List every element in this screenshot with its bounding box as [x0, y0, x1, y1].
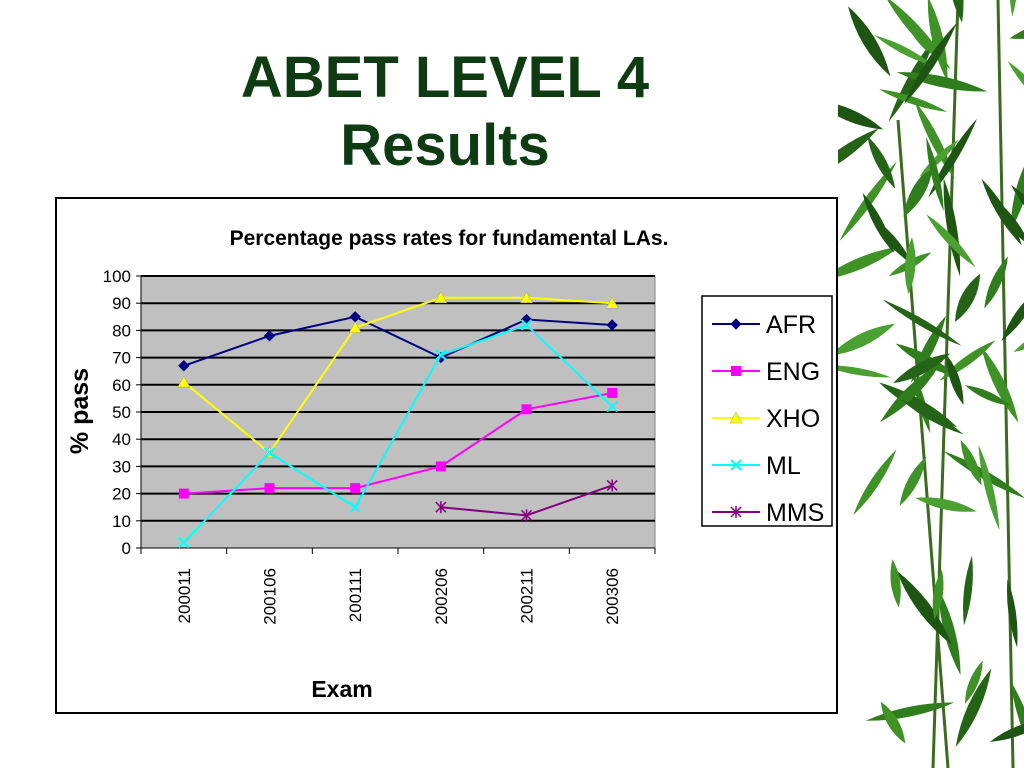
- y-tick-label: 100: [103, 267, 131, 286]
- legend-label: AFR: [766, 311, 816, 339]
- x-tick-label: 200011: [175, 568, 194, 623]
- data-point: [606, 479, 618, 492]
- x-axis-label: Exam: [311, 676, 372, 702]
- slide-title-line-2: Results: [340, 113, 550, 178]
- series-group: [177, 291, 619, 549]
- y-tick-label: 80: [112, 321, 131, 340]
- legend-label: XHO: [766, 405, 820, 433]
- data-point: [178, 536, 190, 549]
- data-point: [263, 447, 276, 459]
- series-line: [183, 323, 613, 544]
- data-point: [177, 375, 191, 388]
- data-point: [348, 321, 362, 333]
- series-afr: [178, 311, 618, 372]
- y-tick-label: 70: [112, 349, 131, 368]
- data-point: [435, 461, 446, 472]
- legend-label: ML: [766, 452, 801, 480]
- series-ml: [178, 319, 618, 549]
- data-point: [349, 501, 361, 513]
- axes: 0 10 20 30 40 50 60 70 80 90 100 200011 200106 200111…: [103, 267, 656, 625]
- slide-title: ABET LEVEL 4 Results: [130, 44, 760, 180]
- data-point: [606, 400, 618, 413]
- series-line: [183, 315, 613, 367]
- x-tick-label: 200211: [518, 568, 537, 623]
- chart-frame: Percentage pass rates for fundamental LA…: [55, 197, 838, 714]
- legend-box: [701, 295, 833, 527]
- y-tick-label: 60: [112, 376, 131, 395]
- line-chart: Percentage pass rates for fundamental LA…: [66, 227, 833, 702]
- x-tick-label: 200111: [346, 568, 365, 622]
- data-point: [520, 319, 533, 331]
- data-point: [607, 387, 618, 398]
- y-tick-label: 50: [112, 403, 131, 422]
- bamboo-leaves-icon: [838, 0, 1024, 768]
- series-line: [183, 296, 613, 455]
- legend-label: ENG: [766, 358, 820, 386]
- x-tick-label: 200206: [432, 568, 451, 625]
- legend-item-afr: AFR: [712, 311, 816, 339]
- data-point: [729, 411, 743, 424]
- gridlines: [141, 275, 655, 522]
- series-mms: [435, 479, 618, 522]
- data-point: [605, 296, 619, 309]
- legend-item-ml: ML: [712, 452, 801, 480]
- legend-label: MMS: [766, 499, 824, 527]
- x-tick-label: 200306: [603, 568, 622, 625]
- data-point: [263, 330, 276, 342]
- data-point: [730, 459, 742, 471]
- series-xho: [177, 291, 619, 459]
- data-point: [435, 349, 447, 361]
- data-point: [178, 488, 189, 499]
- chart-title: Percentage pass rates for fundamental LA…: [230, 227, 669, 250]
- data-point: [521, 404, 532, 415]
- y-tick-label: 40: [112, 430, 131, 449]
- series-eng: [178, 387, 618, 499]
- y-axis-label: % pass: [66, 368, 94, 454]
- y-tick-label: 30: [112, 457, 131, 476]
- data-point: [730, 506, 742, 518]
- y-tick-label: 90: [112, 294, 131, 313]
- y-tick-label: 10: [112, 512, 131, 531]
- data-point: [434, 291, 448, 304]
- y-tick-label: 20: [112, 485, 131, 504]
- data-point: [606, 319, 618, 331]
- data-point: [264, 483, 275, 494]
- slide-title-line-1: ABET LEVEL 4: [240, 45, 650, 110]
- y-tick-label: 0: [122, 539, 131, 558]
- legend-item-mms: MMS: [712, 499, 824, 527]
- data-point: [520, 509, 533, 522]
- legend-item-eng: ENG: [712, 358, 820, 386]
- legend: AFR ENG XHO ML MMS: [701, 295, 833, 527]
- data-point: [350, 483, 361, 494]
- data-point: [435, 501, 447, 514]
- data-point: [730, 318, 742, 330]
- x-tick-label: 200106: [261, 568, 280, 625]
- legend-item-xho: XHO: [712, 405, 820, 433]
- data-point: [520, 291, 533, 304]
- data-point: [178, 360, 190, 372]
- series-line: [183, 391, 613, 495]
- data-point: [731, 366, 741, 376]
